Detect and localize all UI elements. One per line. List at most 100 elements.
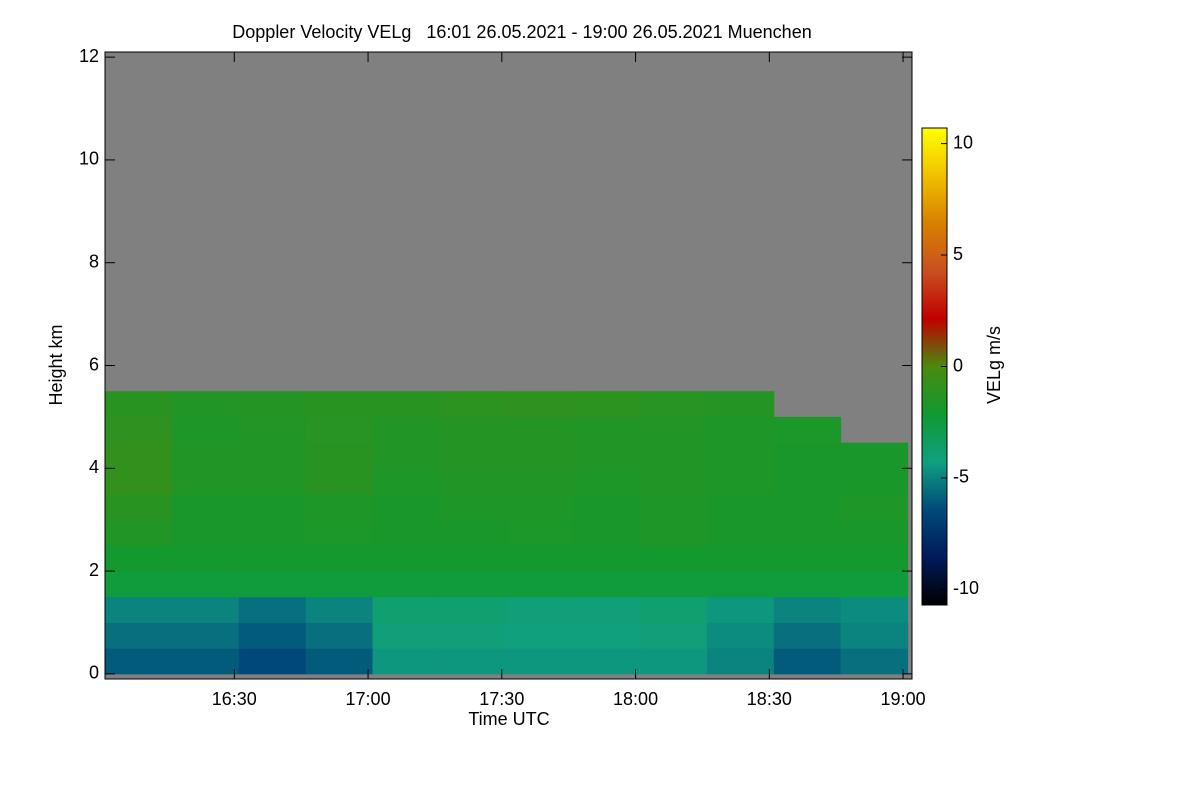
heatmap-cell	[171, 648, 240, 675]
heatmap-cell	[706, 596, 775, 623]
y-tick-label: 8	[89, 251, 99, 271]
heatmap-cell	[506, 545, 574, 572]
y-tick-label: 4	[89, 457, 99, 477]
heatmap-cell	[305, 648, 374, 675]
x-tick-label: 18:00	[613, 689, 658, 709]
heatmap-cell	[573, 648, 641, 675]
heatmap-cell	[840, 648, 909, 675]
heatmap-cell	[105, 391, 173, 418]
heatmap-cell	[840, 442, 909, 469]
heatmap-cell	[372, 545, 440, 572]
heatmap-cell	[171, 622, 240, 649]
heatmap-cell	[305, 545, 374, 572]
heatmap-cell	[372, 571, 440, 598]
heatmap-cell	[573, 416, 641, 444]
heatmap-cell	[640, 519, 708, 546]
heatmap-cell	[706, 519, 775, 546]
heatmap-cell	[506, 391, 574, 418]
heatmap-cell	[372, 391, 440, 418]
x-tick-label: 16:30	[212, 689, 257, 709]
heatmap-cell	[305, 571, 374, 598]
colorbar-tick-label: -10	[953, 578, 979, 598]
heatmap-cell	[573, 391, 641, 418]
heatmap-cell	[372, 468, 440, 495]
heatmap-cell	[573, 519, 641, 546]
heatmap-cell	[305, 416, 374, 444]
heatmap-cell	[171, 468, 240, 495]
heatmap-cell	[640, 468, 708, 495]
heatmap-cell	[372, 622, 440, 649]
heatmap-cell	[506, 493, 574, 521]
heatmap-cell	[573, 622, 641, 649]
heatmap-cell	[506, 519, 574, 546]
heatmap-cell	[773, 493, 842, 521]
heatmap-cell	[439, 493, 507, 521]
colorbar-tick-label: 5	[953, 244, 963, 264]
heatmap-cell	[506, 648, 574, 675]
y-tick-label: 0	[89, 663, 99, 683]
colorbar-tick-label: 10	[953, 132, 973, 152]
heatmap-cell	[439, 391, 507, 418]
y-tick-label: 2	[89, 560, 99, 580]
heatmap-cell	[372, 596, 440, 623]
heatmap-cell	[439, 648, 507, 675]
heatmap-cell	[305, 442, 374, 469]
heatmap-cell	[773, 571, 842, 598]
heatmap-cell	[840, 468, 909, 495]
x-tick-label: 17:00	[346, 689, 391, 709]
heatmap-cell	[372, 519, 440, 546]
heatmap-cell	[640, 391, 708, 418]
heatmap-cell	[439, 622, 507, 649]
heatmap-cell	[773, 442, 842, 469]
heatmap-cell	[706, 545, 775, 572]
heatmap-cell	[840, 519, 909, 546]
heatmap-cell	[506, 442, 574, 469]
heatmap-cell	[105, 622, 173, 649]
heatmap-cell	[105, 571, 173, 598]
heatmap-cell	[773, 416, 842, 444]
heatmap-cell	[439, 468, 507, 495]
heatmap-cell	[706, 622, 775, 649]
heatmap-cell	[640, 442, 708, 469]
colorbar-label: VELg m/s	[984, 326, 1004, 404]
heatmap-cell	[506, 468, 574, 495]
heatmap-cell	[506, 596, 574, 623]
heatmap-cell	[238, 519, 307, 546]
heatmap-cell	[105, 442, 173, 469]
heatmap-cell	[706, 416, 775, 444]
heatmap-cell	[238, 391, 307, 418]
heatmap-cell	[706, 468, 775, 495]
heatmap-cell	[171, 596, 240, 623]
x-tick-label: 19:00	[881, 689, 926, 709]
heatmap-cell	[840, 493, 909, 521]
heatmap-cell	[706, 493, 775, 521]
heatmap-cell	[773, 622, 842, 649]
chart-title: Doppler Velocity VELg 16:01 26.05.2021 -…	[232, 22, 811, 42]
heatmap-cell	[573, 571, 641, 598]
heatmap-cell	[105, 416, 173, 444]
heatmap-cell	[171, 519, 240, 546]
heatmap-cell	[105, 545, 173, 572]
heatmap-cell	[171, 571, 240, 598]
heatmap-cell	[439, 442, 507, 469]
heatmap-cell	[238, 545, 307, 572]
heatmap-cell	[506, 416, 574, 444]
heatmap-cell	[372, 493, 440, 521]
heatmap-cell	[773, 468, 842, 495]
heatmap-cell	[573, 468, 641, 495]
heatmap-cell	[305, 493, 374, 521]
heatmap-cell	[105, 468, 173, 495]
heatmap-cell	[573, 596, 641, 623]
heatmap-cell	[573, 442, 641, 469]
heatmap-cell	[305, 519, 374, 546]
heatmap-cell	[439, 416, 507, 444]
heatmap-cell	[773, 596, 842, 623]
heatmap-cell	[573, 545, 641, 572]
y-tick-label: 10	[79, 149, 99, 169]
heatmap-cell	[305, 622, 374, 649]
heatmap-cell	[238, 596, 307, 623]
colorbar-tick-label: 0	[953, 355, 963, 375]
x-axis-label: Time UTC	[468, 709, 549, 729]
x-tick-label: 17:30	[479, 689, 524, 709]
